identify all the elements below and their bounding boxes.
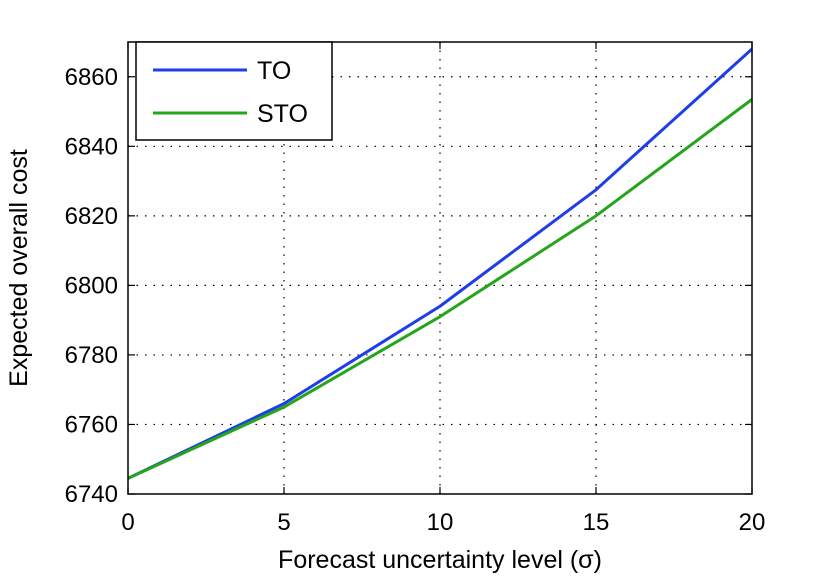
x-tick-label: 20 [739, 509, 766, 536]
series-lines [127, 47, 754, 480]
legend-box [135, 41, 333, 141]
y-tick-label: 6820 [65, 203, 118, 230]
x-tick-label: 10 [427, 509, 454, 536]
x-tick-label: 15 [583, 509, 610, 536]
x-tick-label: 5 [277, 509, 290, 536]
y-tick-label: 6740 [65, 481, 118, 508]
legend-label-to: TO [257, 57, 291, 85]
y-axis-label: Expected overall cost [5, 149, 33, 387]
x-axis-label: Forecast uncertainty level (σ) [278, 546, 602, 574]
y-tick-label: 6760 [65, 411, 118, 438]
y-tick-label: 6800 [65, 272, 118, 299]
grid [128, 42, 752, 494]
y-tick-label: 6780 [65, 342, 118, 369]
x-tick-label: 0 [121, 509, 134, 536]
y-tick-label: 6840 [65, 133, 118, 160]
series-line-to [127, 47, 754, 480]
legend-label-sto: STO [257, 100, 308, 128]
legend: TO STO [135, 41, 333, 141]
y-tick-labels: 6740 6760 6780 6800 6820 6840 6860 [65, 64, 118, 508]
x-tick-labels: 0 5 10 15 20 [121, 509, 765, 536]
axis-ticks [127, 42, 753, 495]
series-line-sto [127, 98, 753, 480]
y-tick-label: 6860 [65, 64, 118, 91]
